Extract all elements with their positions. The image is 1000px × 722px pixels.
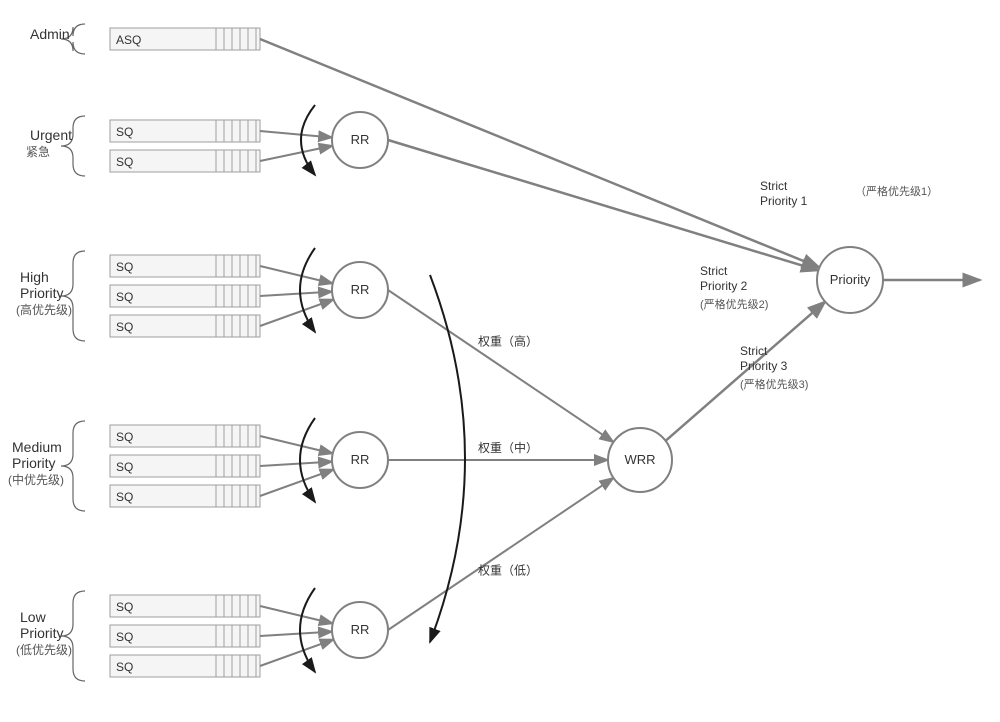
queue-label-high: SQ — [116, 320, 133, 334]
queue-label-low: SQ — [116, 600, 133, 614]
node-label-wrr: WRR — [624, 452, 655, 467]
strict-label: Strict — [740, 344, 768, 358]
rr-curve — [301, 105, 315, 175]
strict-label2: Priority 1 — [760, 194, 808, 208]
edge-rr4-wrr — [388, 478, 613, 630]
queue-label-high: SQ — [116, 260, 133, 274]
strict-label: Strict — [700, 264, 728, 278]
strict-label2: Priority 3 — [740, 359, 788, 373]
group-sub-high: (高优先级) — [16, 302, 72, 317]
edge-queue-to-rr3 — [260, 462, 332, 466]
group-label2-high: Priority — [20, 285, 64, 301]
strict-label2: Priority 2 — [700, 279, 748, 293]
edge-queue-to-rr2 — [260, 266, 333, 283]
edge-queue-to-rr3 — [260, 469, 334, 496]
group-label2-low: Priority — [20, 625, 64, 641]
edge-to-priority — [388, 140, 818, 270]
group-label-low: Low — [20, 609, 47, 625]
node-label-rr4: RR — [351, 622, 370, 637]
group-label2-medium: Priority — [12, 455, 56, 471]
strict-sub: (严格优先级3) — [740, 377, 808, 391]
queue-label-low: SQ — [116, 630, 133, 644]
strict-label: Strict — [760, 179, 788, 193]
group-label-admin: Admin — [30, 26, 70, 42]
group-label-medium: Medium — [12, 439, 62, 455]
brace-low — [61, 591, 85, 681]
queue-label-low: SQ — [116, 660, 133, 674]
edge-queue-to-rr3 — [260, 436, 333, 453]
rr-curve — [300, 588, 315, 672]
group-label-high: High — [20, 269, 49, 285]
weight-label: 权重（低） — [478, 563, 538, 577]
weight-label: 权重（中） — [478, 440, 538, 455]
node-label-rr1: RR — [351, 132, 370, 147]
queue-label-medium: SQ — [116, 460, 133, 474]
weight-label: 权重（高） — [478, 334, 538, 349]
queue-label-high: SQ — [116, 290, 133, 304]
wrr-curve — [430, 275, 465, 642]
edge-queue-to-rr4 — [260, 639, 334, 666]
rr-curve — [300, 418, 315, 502]
node-label-rr3: RR — [351, 452, 370, 467]
strict-sub: (严格优先级2) — [700, 297, 768, 311]
edge-queue-to-rr4 — [260, 632, 332, 636]
diagram-canvas: AdminASQUrgent紧急SQSQHighPriority(高优先级)SQ… — [0, 0, 1000, 722]
brace-urgent — [61, 116, 85, 176]
group-label-urgent: Urgent — [30, 127, 72, 143]
group-sub-urgent: 紧急 — [26, 144, 50, 159]
queue-label-medium: SQ — [116, 430, 133, 444]
queue-label-medium: SQ — [116, 490, 133, 504]
group-sub-medium: (中优先级) — [8, 472, 64, 487]
rr-curve — [300, 248, 315, 332]
group-sub-low: (低优先级) — [16, 643, 72, 657]
edge-queue-to-rr4 — [260, 606, 333, 623]
node-label-rr2: RR — [351, 282, 370, 297]
edge-queue-to-rr2 — [260, 292, 332, 296]
brace-high — [61, 251, 85, 341]
queue-label-urgent: SQ — [116, 155, 133, 169]
node-label-pri: Priority — [830, 272, 871, 287]
edge-queue-to-rr1 — [260, 131, 332, 137]
queue-label-admin: ASQ — [116, 33, 141, 47]
brace-medium — [61, 421, 85, 511]
edge-queue-to-rr1 — [260, 146, 333, 161]
strict-sub: （严格优先级1） — [855, 184, 938, 198]
queue-label-urgent: SQ — [116, 125, 133, 139]
edge-rr2-wrr — [388, 290, 613, 442]
edge-queue-to-rr2 — [260, 299, 334, 326]
